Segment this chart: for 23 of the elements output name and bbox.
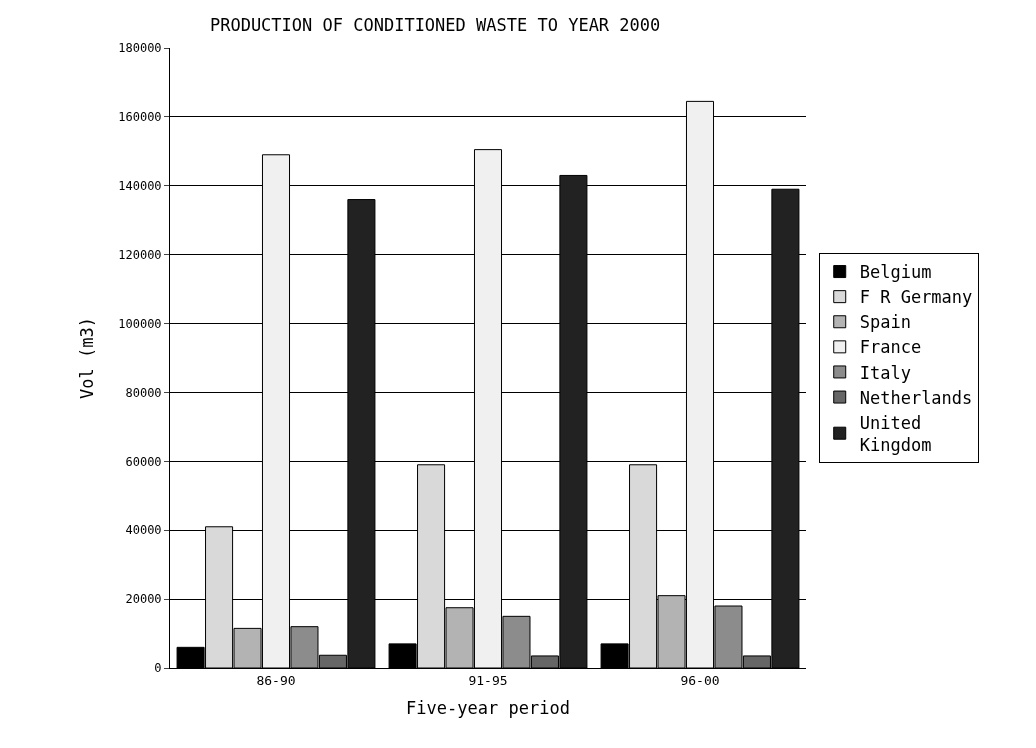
x-tick-label: 86-90 — [256, 672, 296, 688]
y-tick-label: 180000 — [118, 41, 162, 56]
y-tick-label: 140000 — [118, 178, 162, 193]
x-tick-label: 91-95 — [468, 672, 508, 688]
legend-label: Spain — [859, 312, 911, 333]
y-tick-label: 100000 — [118, 316, 162, 331]
legend-label: Italy — [859, 362, 911, 383]
legend-label: Belgium — [859, 262, 932, 283]
y-tick-label: 80000 — [125, 385, 162, 400]
y-tick-label: 0 — [154, 661, 162, 676]
legend-label: United Kingdom — [859, 412, 932, 455]
legend-label: Netherlands — [859, 387, 973, 408]
x-axis-title: Five-year period — [406, 698, 570, 718]
y-tick-label: 40000 — [125, 523, 162, 538]
y-tick-label: 60000 — [125, 454, 162, 469]
y-axis-title: Vol (m3) — [76, 317, 97, 399]
chart-title: PRODUCTION OF CONDITIONED WASTE TO YEAR 2000 — [209, 14, 661, 35]
y-tick-label: 160000 — [118, 110, 162, 125]
legend-label: France — [859, 337, 922, 358]
x-tick-label: 96-00 — [680, 672, 720, 688]
y-tick-label: 120000 — [118, 247, 162, 262]
y-tick-label: 20000 — [125, 592, 162, 607]
legend-label: F R Germany — [859, 287, 973, 308]
